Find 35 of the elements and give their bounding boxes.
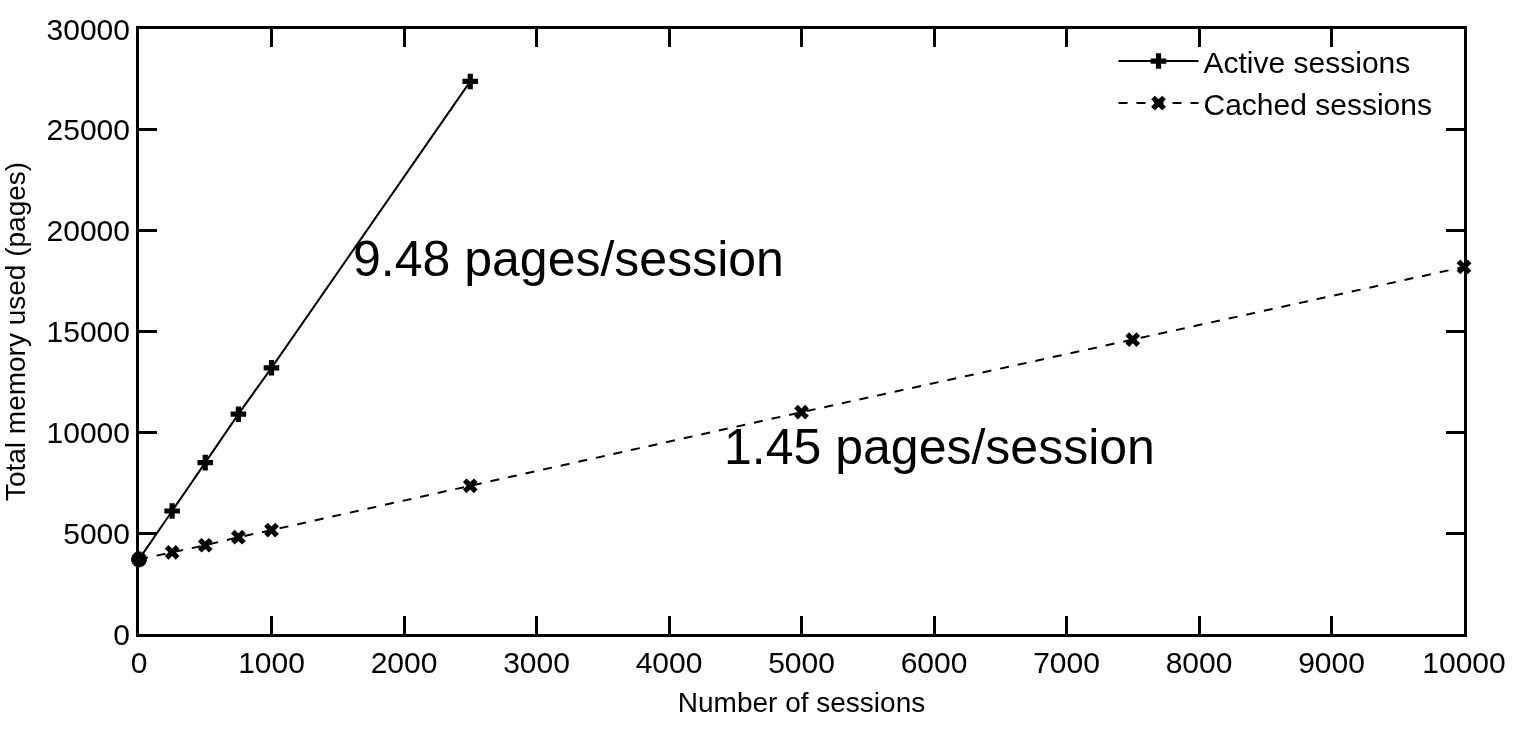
y-tick-label: 25000 — [46, 113, 130, 147]
x-tick-label: 4000 — [635, 646, 703, 679]
y-tick-label: 5000 — [63, 516, 130, 550]
point — [263, 360, 280, 376]
y-tick-label: 10000 — [46, 415, 130, 449]
y-tick-label: 15000 — [46, 315, 130, 348]
point — [462, 73, 479, 90]
point — [264, 522, 279, 538]
point — [164, 503, 180, 519]
x-tick-label: 7000 — [1033, 646, 1100, 679]
annotation: 1.45 pages/session — [724, 419, 1155, 475]
x-tick-label: 9000 — [1298, 646, 1365, 679]
y-tick-label: 20000 — [46, 214, 130, 248]
point — [197, 454, 214, 471]
point — [1125, 332, 1141, 347]
x-tick-label: 1000 — [238, 646, 305, 679]
x-axis-title: Number of sessions — [677, 687, 926, 719]
annotation: 9.48 pages/session — [353, 231, 784, 287]
point — [164, 544, 180, 560]
point — [231, 529, 246, 545]
y-axis-title: Total memory used (pages) — [0, 161, 31, 502]
point — [197, 537, 213, 553]
point — [230, 406, 247, 422]
x-tick-label: 3000 — [503, 646, 570, 679]
x-tick-label: 10000 — [1422, 646, 1506, 679]
legend-label: Cached sessions — [1203, 87, 1432, 121]
legend-label: Active sessions — [1203, 45, 1411, 79]
point — [462, 478, 478, 494]
y-tick-label: 0 — [113, 617, 130, 651]
point — [794, 404, 809, 420]
x-tick-label: 8000 — [1165, 646, 1233, 679]
y-tick-label: 30000 — [46, 12, 130, 46]
x-tick-label: 6000 — [900, 646, 968, 679]
x-tick-label: 5000 — [768, 646, 835, 679]
x-tick-label: 2000 — [370, 646, 438, 679]
